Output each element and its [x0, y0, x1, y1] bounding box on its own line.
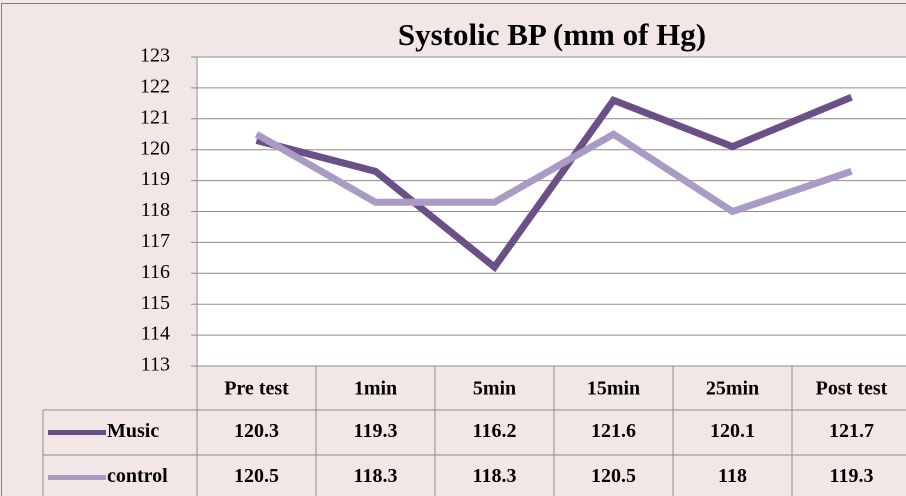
y-tick-label: 120	[140, 137, 170, 159]
y-tick-label: 121	[140, 106, 170, 128]
y-tick-label: 115	[141, 292, 170, 314]
legend-label: Music	[107, 420, 159, 442]
x-tick-label: 15min	[587, 378, 640, 400]
table-value: 120.1	[710, 420, 755, 442]
chart-title: Systolic BP (mm of Hg)	[398, 17, 706, 52]
y-tick-label: 114	[141, 323, 170, 345]
table-value: 120.3	[234, 420, 279, 442]
legend-label: control	[107, 465, 168, 487]
table-value: 116.2	[473, 420, 517, 442]
series-line	[255, 93, 853, 273]
y-tick-label: 113	[141, 354, 170, 376]
x-tick-label: 5min	[473, 378, 516, 400]
table-value: 120.5	[234, 465, 279, 487]
table-value: 121.7	[829, 420, 874, 442]
y-tick-label: 117	[141, 230, 170, 252]
y-tick-label: 118	[141, 199, 170, 221]
y-tick-label: 119	[141, 168, 170, 190]
table-value: 118.3	[354, 465, 398, 487]
table-value: 118.3	[473, 465, 517, 487]
x-tick-label: Post test	[816, 378, 888, 400]
table-value: 119.3	[354, 420, 398, 442]
y-tick-label: 122	[140, 75, 170, 97]
table-value: 121.6	[591, 420, 636, 442]
y-tick-label: 123	[140, 45, 170, 67]
y-tick-label: 116	[141, 261, 170, 283]
series-line	[254, 130, 853, 216]
x-tick-label: 25min	[706, 378, 759, 400]
table-value: 118	[718, 465, 747, 487]
x-tick-label: 1min	[354, 378, 397, 400]
table-value: 120.5	[591, 465, 636, 487]
x-tick-label: Pre test	[224, 378, 289, 400]
table-value: 119.3	[830, 465, 874, 487]
